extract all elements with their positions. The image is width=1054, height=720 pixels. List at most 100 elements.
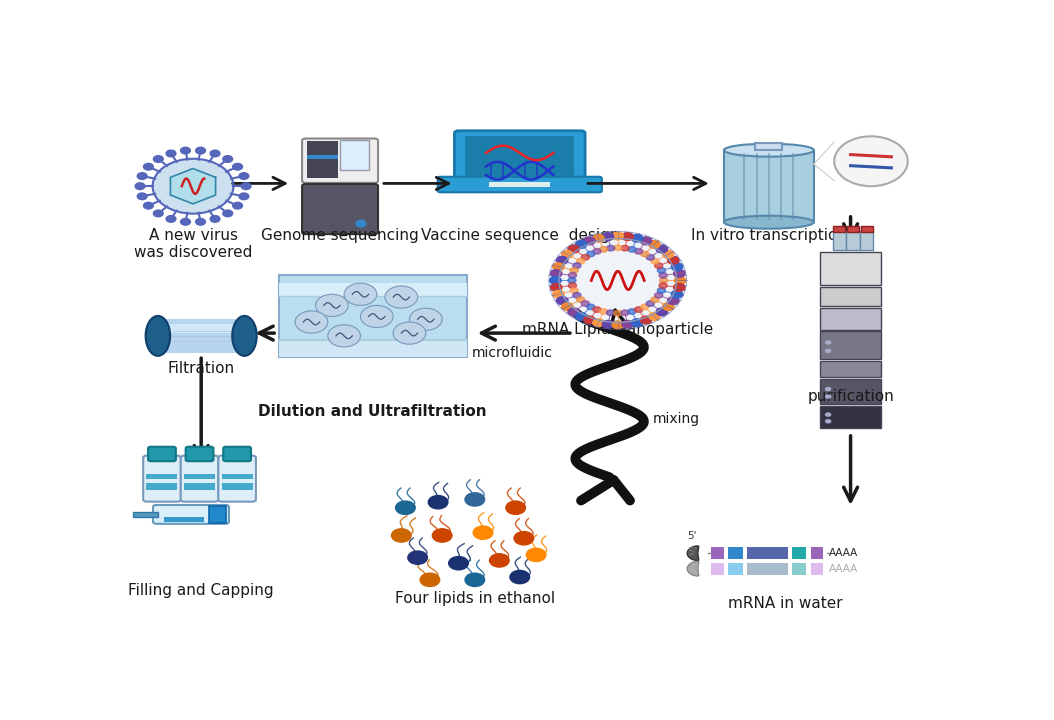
FancyBboxPatch shape	[143, 456, 181, 502]
Text: 5': 5'	[687, 531, 697, 541]
Ellipse shape	[724, 144, 814, 157]
Circle shape	[825, 348, 832, 353]
Circle shape	[196, 148, 206, 154]
Text: Dilution and Ultrafiltration: Dilution and Ultrafiltration	[258, 403, 487, 418]
Circle shape	[612, 232, 624, 240]
Circle shape	[562, 251, 573, 258]
Circle shape	[550, 276, 561, 284]
Circle shape	[621, 246, 629, 251]
Circle shape	[602, 320, 613, 328]
Bar	[489, 181, 550, 187]
Bar	[221, 474, 253, 479]
Circle shape	[393, 322, 426, 344]
Wedge shape	[687, 546, 699, 560]
Circle shape	[825, 387, 832, 392]
Circle shape	[135, 183, 144, 189]
Bar	[184, 474, 215, 479]
Bar	[134, 512, 158, 517]
Circle shape	[606, 310, 614, 315]
Bar	[847, 226, 859, 232]
FancyBboxPatch shape	[223, 446, 251, 462]
Circle shape	[552, 290, 564, 298]
Circle shape	[658, 288, 665, 293]
Ellipse shape	[232, 316, 257, 356]
Bar	[278, 340, 467, 357]
Bar	[834, 226, 845, 232]
Bar	[820, 361, 881, 377]
Circle shape	[674, 269, 685, 277]
Text: Filtration: Filtration	[168, 361, 235, 376]
Bar	[756, 143, 782, 150]
Circle shape	[385, 286, 417, 308]
Circle shape	[825, 419, 832, 423]
Circle shape	[180, 218, 191, 225]
Circle shape	[613, 310, 622, 316]
Bar	[465, 136, 574, 176]
Circle shape	[646, 255, 655, 260]
FancyBboxPatch shape	[437, 177, 602, 192]
Circle shape	[233, 163, 242, 170]
Text: Genome sequencing: Genome sequencing	[261, 228, 418, 243]
Circle shape	[391, 528, 411, 542]
Circle shape	[628, 246, 636, 252]
FancyBboxPatch shape	[302, 138, 378, 183]
Circle shape	[344, 283, 377, 305]
Circle shape	[825, 341, 832, 345]
Circle shape	[658, 268, 665, 273]
Bar	[820, 307, 881, 330]
Circle shape	[428, 495, 448, 509]
Bar	[278, 283, 467, 296]
Circle shape	[657, 245, 667, 253]
Circle shape	[659, 283, 667, 288]
Text: microfluidic: microfluidic	[471, 346, 552, 359]
Bar	[820, 406, 881, 428]
Circle shape	[635, 248, 643, 254]
FancyBboxPatch shape	[218, 456, 256, 502]
Bar	[710, 562, 724, 575]
Circle shape	[295, 311, 328, 333]
Bar	[792, 547, 806, 559]
Circle shape	[584, 316, 596, 324]
Circle shape	[210, 150, 220, 157]
Circle shape	[667, 256, 679, 264]
Circle shape	[606, 246, 614, 251]
Ellipse shape	[153, 158, 233, 214]
Circle shape	[143, 163, 153, 170]
Circle shape	[622, 320, 633, 328]
Text: mRNA in water: mRNA in water	[728, 596, 842, 611]
Circle shape	[154, 210, 163, 217]
Bar	[307, 155, 337, 158]
Bar	[820, 251, 881, 285]
Text: purification: purification	[807, 389, 894, 403]
Circle shape	[592, 319, 604, 327]
Circle shape	[526, 548, 546, 562]
Circle shape	[675, 276, 686, 284]
Circle shape	[655, 292, 663, 298]
Circle shape	[432, 528, 452, 542]
Text: AAAA: AAAA	[828, 548, 858, 558]
Circle shape	[421, 573, 440, 587]
Circle shape	[568, 278, 575, 283]
Bar	[147, 483, 177, 490]
Bar	[184, 483, 215, 490]
Bar	[156, 319, 246, 353]
Circle shape	[239, 193, 249, 199]
Circle shape	[552, 263, 564, 271]
Circle shape	[222, 210, 233, 217]
Bar	[728, 562, 743, 575]
Circle shape	[646, 301, 655, 306]
Circle shape	[506, 501, 526, 514]
Circle shape	[196, 218, 206, 225]
Circle shape	[621, 310, 629, 315]
Circle shape	[167, 215, 176, 222]
Circle shape	[222, 156, 233, 162]
Circle shape	[628, 309, 636, 315]
Circle shape	[143, 202, 153, 209]
Bar	[820, 331, 881, 359]
Circle shape	[408, 551, 428, 564]
Circle shape	[568, 308, 580, 316]
Circle shape	[650, 297, 659, 302]
Bar	[728, 547, 743, 559]
FancyBboxPatch shape	[153, 505, 229, 524]
FancyBboxPatch shape	[454, 131, 585, 184]
